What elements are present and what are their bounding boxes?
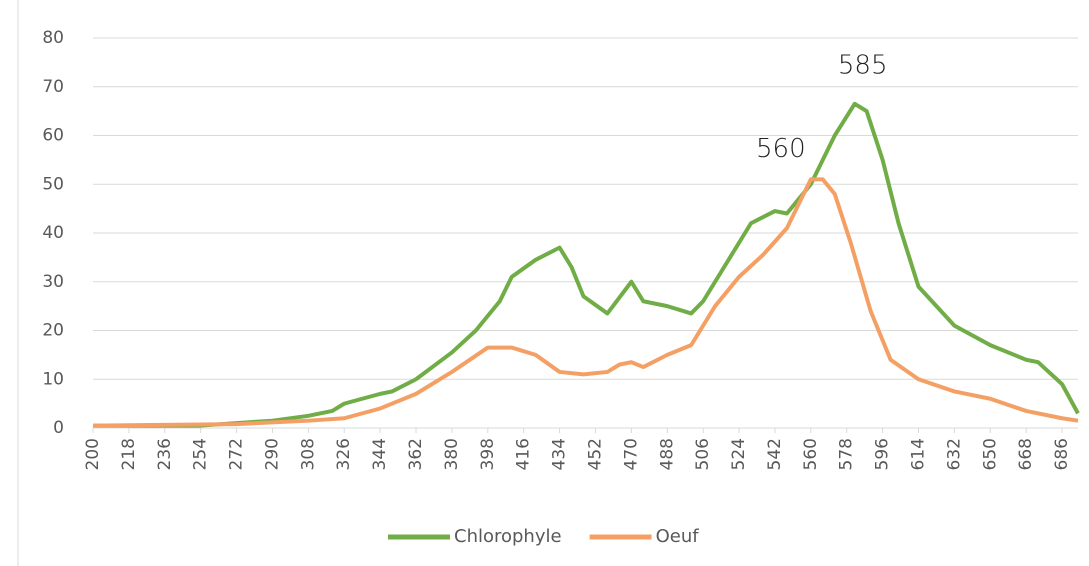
annotation: 560 bbox=[756, 134, 806, 164]
x-tick-label: 632 bbox=[944, 438, 964, 470]
x-tick-label: 434 bbox=[550, 438, 570, 470]
line-series bbox=[92, 177, 1079, 428]
x-tick-label: 398 bbox=[478, 438, 498, 470]
line-series bbox=[93, 101, 1080, 428]
y-tick-label: 30 bbox=[42, 272, 64, 292]
x-tick-label: 452 bbox=[585, 438, 605, 470]
x-tick-label: 362 bbox=[406, 438, 426, 470]
annotation: 585 bbox=[838, 50, 888, 80]
x-tick-label: 524 bbox=[729, 438, 749, 470]
x-tick-label: 614 bbox=[908, 438, 928, 470]
x-tick-label: 578 bbox=[837, 438, 857, 470]
y-tick-label: 60 bbox=[42, 126, 64, 146]
x-tick-label: 218 bbox=[119, 438, 139, 470]
legend-label: Chlorophyle bbox=[454, 526, 562, 547]
x-tick-label: 488 bbox=[657, 438, 677, 470]
y-tick-label: 0 bbox=[53, 418, 64, 438]
y-tick-label: 10 bbox=[42, 369, 64, 389]
y-tick-label: 80 bbox=[42, 28, 64, 48]
x-tick-label: 308 bbox=[298, 438, 318, 470]
x-tick-label: 560 bbox=[801, 438, 821, 470]
x-tick-label: 200 bbox=[83, 438, 103, 470]
x-tick-label: 326 bbox=[334, 438, 354, 470]
legend-label: Oeuf bbox=[656, 526, 700, 547]
x-tick-label: 290 bbox=[262, 438, 282, 470]
y-tick-label: 20 bbox=[42, 321, 64, 341]
x-tick-label: 272 bbox=[227, 438, 247, 470]
x-tick-label: 254 bbox=[191, 438, 211, 470]
y-tick-label: 50 bbox=[42, 174, 64, 194]
x-tick-label: 344 bbox=[370, 438, 390, 470]
x-tick-label: 416 bbox=[514, 438, 534, 470]
x-tick-label: 542 bbox=[765, 438, 785, 470]
x-tick-label: 596 bbox=[873, 438, 893, 470]
x-tick-label: 650 bbox=[980, 438, 1000, 470]
y-tick-label: 40 bbox=[42, 223, 64, 243]
x-tick-label: 506 bbox=[693, 438, 713, 470]
x-tick-label: 686 bbox=[1052, 438, 1072, 470]
x-tick-label: 380 bbox=[442, 438, 462, 470]
x-tick-label: 236 bbox=[155, 438, 175, 470]
y-tick-label: 70 bbox=[42, 77, 64, 97]
x-tick-label: 470 bbox=[621, 438, 641, 470]
x-tick-label: 668 bbox=[1016, 438, 1036, 470]
